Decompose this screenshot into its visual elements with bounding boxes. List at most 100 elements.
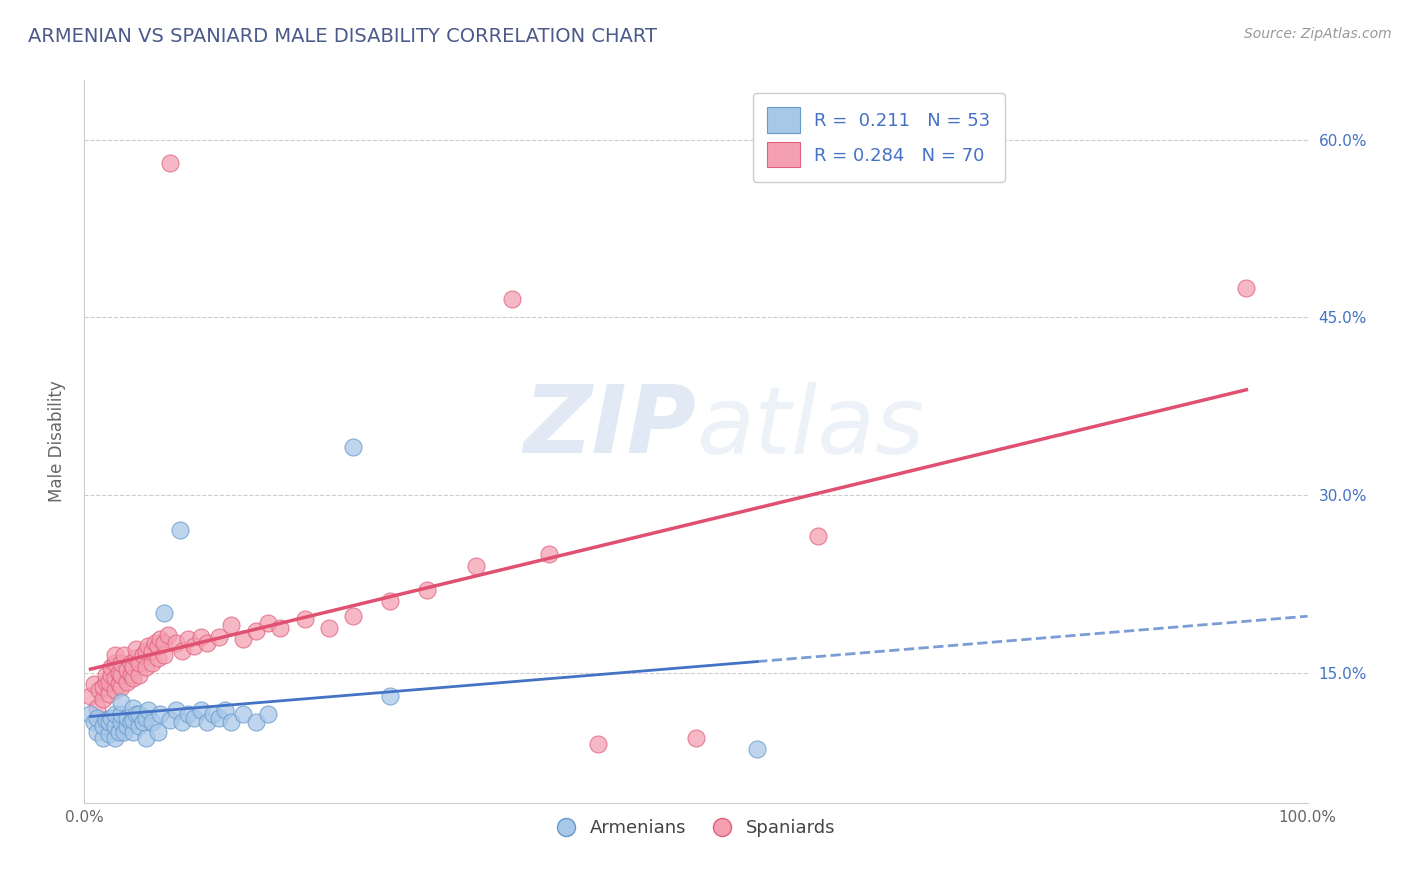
Point — [201, 706, 224, 721]
Point — [807, 529, 830, 543]
Point — [96, 668, 118, 682]
Point — [125, 641, 148, 656]
Point — [115, 663, 138, 677]
Point — [141, 715, 163, 730]
Text: ZIP: ZIP — [523, 381, 696, 473]
Point — [110, 680, 132, 694]
Point — [153, 648, 176, 662]
Point — [110, 668, 132, 682]
Point — [159, 713, 181, 727]
Point — [83, 715, 105, 730]
Point — [79, 689, 101, 703]
Point — [128, 719, 150, 733]
Point — [122, 672, 145, 686]
Point — [342, 608, 364, 623]
Point — [115, 719, 138, 733]
Point — [195, 636, 218, 650]
Point — [136, 703, 159, 717]
Point — [135, 659, 157, 673]
Point — [125, 651, 148, 665]
Point — [97, 675, 120, 690]
Point — [86, 710, 108, 724]
Point — [141, 656, 163, 670]
Point — [464, 558, 486, 573]
Point — [104, 706, 127, 721]
Point — [149, 632, 172, 647]
Point — [141, 644, 163, 658]
Point — [685, 731, 707, 745]
Point — [112, 648, 135, 662]
Point — [128, 706, 150, 721]
Point — [104, 719, 127, 733]
Point — [172, 715, 194, 730]
Point — [132, 715, 155, 730]
Point — [100, 668, 122, 682]
Point — [122, 701, 145, 715]
Y-axis label: Male Disability: Male Disability — [48, 381, 66, 502]
Point — [269, 620, 291, 634]
Point — [135, 710, 157, 724]
Point — [110, 706, 132, 721]
Point — [112, 724, 135, 739]
Point — [104, 648, 127, 662]
Point — [91, 691, 114, 706]
Point — [232, 632, 254, 647]
Point — [165, 636, 187, 650]
Point — [208, 710, 231, 724]
Point — [146, 651, 169, 665]
Point — [104, 731, 127, 745]
Legend: Armenians, Spaniards: Armenians, Spaniards — [550, 812, 842, 845]
Point — [149, 706, 172, 721]
Point — [79, 706, 101, 721]
Point — [115, 710, 138, 724]
Text: ARMENIAN VS SPANIARD MALE DISABILITY CORRELATION CHART: ARMENIAN VS SPANIARD MALE DISABILITY COR… — [28, 27, 657, 45]
Point — [257, 706, 280, 721]
Point — [165, 703, 187, 717]
Point — [208, 630, 231, 644]
Point — [245, 624, 267, 638]
Point — [342, 441, 364, 455]
Point — [294, 612, 316, 626]
Point — [586, 737, 609, 751]
Point — [120, 668, 142, 682]
Point — [107, 724, 129, 739]
Point — [83, 677, 105, 691]
Point — [104, 656, 127, 670]
Point — [416, 582, 439, 597]
Point — [91, 680, 114, 694]
Point — [91, 731, 114, 745]
Text: Source: ZipAtlas.com: Source: ZipAtlas.com — [1244, 27, 1392, 41]
Point — [177, 706, 200, 721]
Point — [1236, 280, 1258, 294]
Point — [96, 713, 118, 727]
Point — [96, 675, 118, 690]
Point — [91, 719, 114, 733]
Text: atlas: atlas — [696, 382, 924, 473]
Point — [128, 656, 150, 670]
Point — [104, 672, 127, 686]
Point — [245, 715, 267, 730]
Point — [135, 731, 157, 745]
Point — [195, 715, 218, 730]
Point — [747, 742, 769, 756]
Point — [87, 683, 110, 698]
Point — [156, 627, 179, 641]
Point — [110, 656, 132, 670]
Point — [190, 703, 212, 717]
Point — [120, 715, 142, 730]
Point — [257, 615, 280, 630]
Point — [122, 659, 145, 673]
Point — [318, 620, 340, 634]
Point — [502, 293, 524, 307]
Point — [132, 648, 155, 662]
Point — [232, 706, 254, 721]
Point — [97, 715, 120, 730]
Point — [110, 695, 132, 709]
Point — [183, 640, 205, 654]
Point — [219, 715, 242, 730]
Point — [115, 675, 138, 690]
Point — [100, 710, 122, 724]
Point — [183, 710, 205, 724]
Point — [125, 706, 148, 721]
Point — [122, 713, 145, 727]
